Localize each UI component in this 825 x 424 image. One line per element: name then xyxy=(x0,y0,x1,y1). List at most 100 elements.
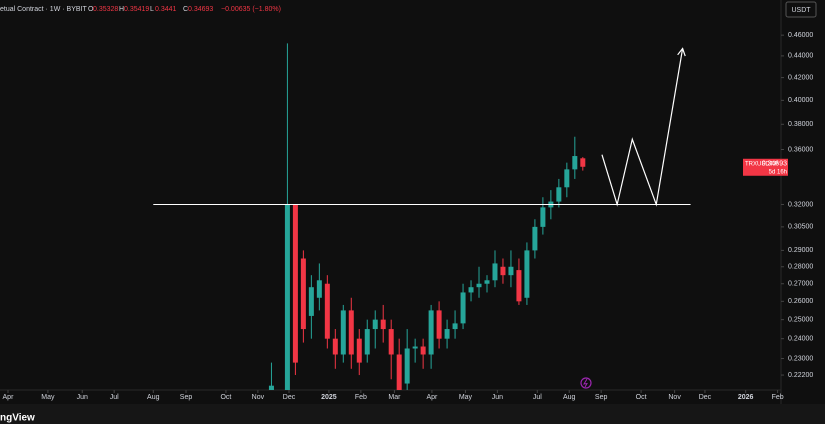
price-tag-value: 0.34693 xyxy=(762,161,787,168)
footer-brand: ngView xyxy=(0,413,35,424)
candle-body xyxy=(308,287,314,316)
x-tick-label: Jul xyxy=(533,394,542,401)
x-tick-label: Aug xyxy=(147,394,160,401)
candle-body xyxy=(540,207,546,227)
ohlc-key: H xyxy=(119,6,124,13)
candle-body xyxy=(348,310,354,355)
candle-body xyxy=(444,329,450,339)
candle-body xyxy=(292,204,298,363)
header-title: etual Contract · 1W · BYBIT xyxy=(0,6,87,13)
ohlc-value: 0.35419 xyxy=(124,6,149,13)
x-tick-label: Sep xyxy=(180,394,193,401)
ohlc-change: −0.00635 (−1.80%) xyxy=(221,6,281,13)
x-tick-label: Apr xyxy=(426,394,438,401)
y-tick-label: 0.36000 xyxy=(788,146,813,153)
x-tick-label: Jul xyxy=(110,394,119,401)
price-tag-countdown: 5d 16h xyxy=(769,169,787,175)
candle-body xyxy=(564,169,570,188)
projection-path xyxy=(601,48,684,207)
candle-body xyxy=(268,385,274,390)
candle-body xyxy=(324,283,330,339)
x-tick-label: Oct xyxy=(636,394,647,401)
candle-body xyxy=(524,250,530,298)
ohlc-key: C xyxy=(183,6,188,13)
candle-body xyxy=(420,346,426,355)
x-tick-label: 2025 xyxy=(321,394,337,401)
candle-body xyxy=(460,292,466,324)
event-icon[interactable] xyxy=(580,377,592,389)
candle-body xyxy=(412,346,418,349)
y-tick-label: 0.27000 xyxy=(788,281,813,288)
candle-body xyxy=(516,270,522,302)
y-tick-label: 0.30500 xyxy=(788,224,813,231)
ohlc-value: 0.34693 xyxy=(188,6,213,13)
ohlc-key: O xyxy=(88,6,94,13)
candle-body xyxy=(396,354,402,390)
y-tick-label: 0.42000 xyxy=(788,74,813,81)
x-tick-label: Jun xyxy=(492,394,503,401)
ohlc-key: L xyxy=(150,6,154,13)
event-icon-bolt xyxy=(583,378,588,388)
candle-body xyxy=(388,329,394,355)
ohlc-value: 0.3441 xyxy=(155,6,177,13)
x-tick-label: Feb xyxy=(355,394,367,401)
candle-body xyxy=(532,226,538,251)
ohlc-legend: O 0.35328 H 0.35419 L 0.3441 C 0.34693 −0.00635 … xyxy=(88,6,281,13)
y-tick-label: 0.32000 xyxy=(788,201,813,208)
x-tick-label: Mar xyxy=(388,394,401,401)
candle-body xyxy=(428,310,434,355)
x-tick-label: Nov xyxy=(668,394,681,401)
y-tick-label: 0.23000 xyxy=(788,355,813,362)
currency-button-frame[interactable] xyxy=(785,1,817,18)
ohlc-value: 0.35328 xyxy=(93,6,118,13)
y-tick-label: 0.25000 xyxy=(788,316,813,323)
x-tick-label: Sep xyxy=(595,394,608,401)
price-tag-box xyxy=(743,158,788,176)
projection-arrowhead xyxy=(677,47,686,57)
y-tick-label: 0.29000 xyxy=(788,247,813,254)
candle-body xyxy=(332,338,338,355)
candle-body xyxy=(580,158,586,167)
candle-body xyxy=(468,287,474,293)
candle-body xyxy=(284,204,290,390)
y-tick-label: 0.46000 xyxy=(788,32,813,39)
y-tick-label: 0.38000 xyxy=(788,121,813,128)
candle-body xyxy=(340,310,346,355)
x-tick-label: Feb xyxy=(772,394,784,401)
candle-body xyxy=(372,319,378,330)
candle-body xyxy=(492,263,498,281)
x-tick-label: May xyxy=(41,394,55,401)
candle-body xyxy=(556,187,562,202)
y-tick-label: 0.24000 xyxy=(788,336,813,343)
x-tick-label: Aug xyxy=(563,394,576,401)
x-tick-label: Nov xyxy=(252,394,265,401)
y-tick-label: 0.22200 xyxy=(788,372,813,379)
y-tick-label: 0.40000 xyxy=(788,97,813,104)
x-tick-label: Dec xyxy=(283,394,296,401)
candle-body xyxy=(364,329,370,355)
candle-body xyxy=(356,338,362,363)
x-tick-label: Apr xyxy=(3,394,15,401)
candle-body xyxy=(572,156,578,170)
candle-body xyxy=(500,266,506,276)
y-tick-label: 0.26000 xyxy=(788,298,813,305)
y-tick-label: 0.28000 xyxy=(788,264,813,271)
currency-button[interactable]: USDT xyxy=(791,7,811,14)
x-tick-label: Jun xyxy=(77,394,88,401)
candle-body xyxy=(316,280,322,298)
x-tick-label: Dec xyxy=(699,394,712,401)
price-tag-symbol: TRXUSDT.P xyxy=(745,161,778,167)
candle-body xyxy=(484,280,490,284)
candle-body xyxy=(380,319,386,330)
footer-bar xyxy=(0,404,825,424)
candle-body xyxy=(476,283,482,288)
candle-body xyxy=(436,310,442,339)
y-tick-label: 0.44000 xyxy=(788,53,813,60)
x-tick-label: 2026 xyxy=(738,394,754,401)
x-tick-label: Oct xyxy=(220,394,231,401)
x-tick-label: May xyxy=(459,394,473,401)
candle-body xyxy=(300,258,306,330)
candle-body xyxy=(508,266,514,276)
